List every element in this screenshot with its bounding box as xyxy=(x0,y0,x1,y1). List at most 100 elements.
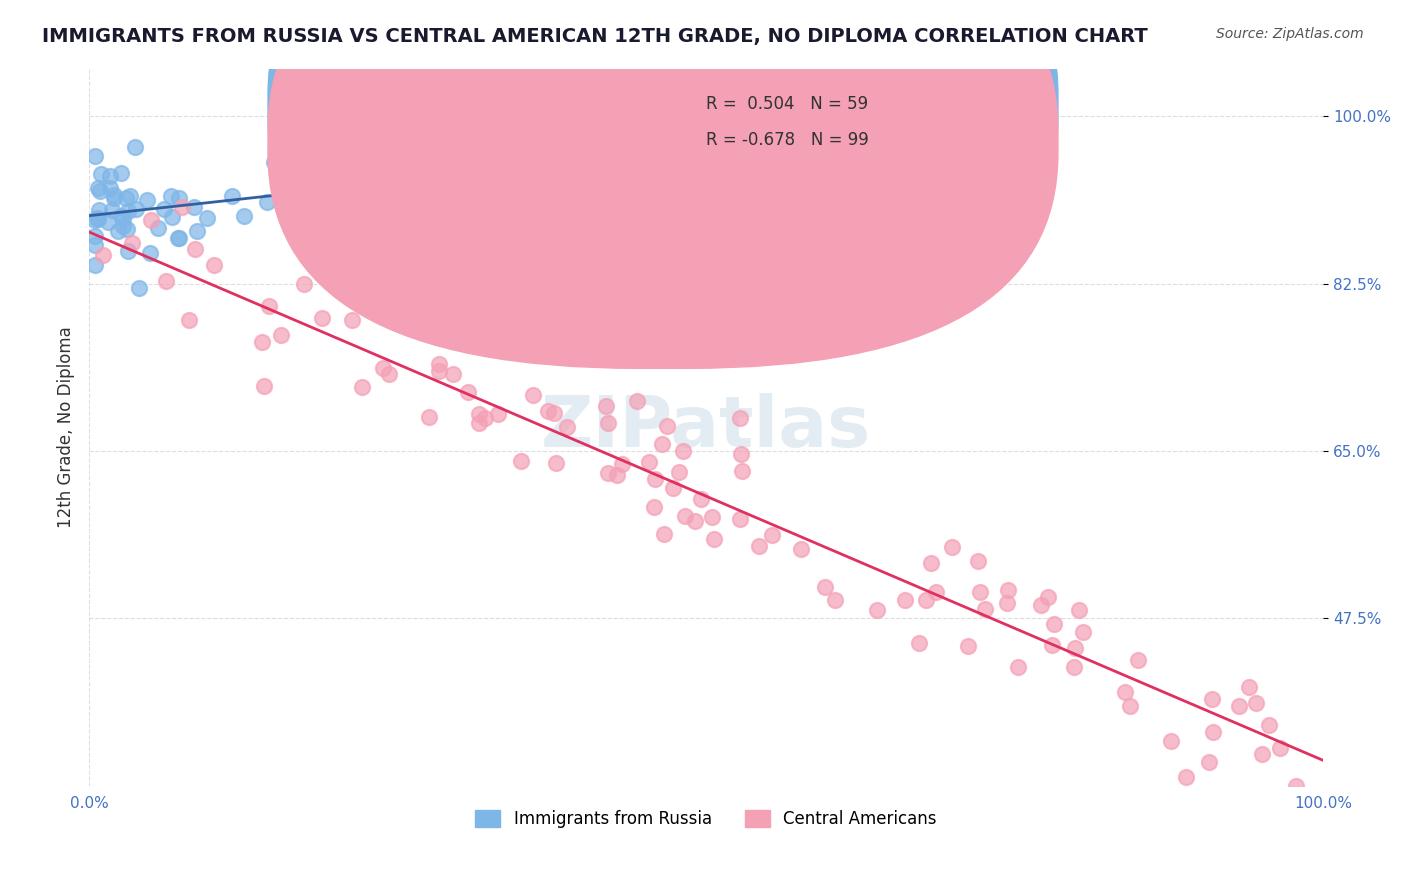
Point xyxy=(1237,680,1260,694)
Point xyxy=(730,410,752,425)
Point xyxy=(790,542,813,557)
Point xyxy=(110,209,132,223)
Y-axis label: 12th Grade, No Diploma: 12th Grade, No Diploma xyxy=(58,326,75,528)
Point xyxy=(1029,598,1052,612)
Point xyxy=(1114,685,1136,699)
Point xyxy=(89,184,111,198)
Point xyxy=(941,540,963,554)
Point xyxy=(115,191,138,205)
Point xyxy=(167,231,190,245)
Point xyxy=(1201,692,1223,706)
Text: ZIPatlas: ZIPatlas xyxy=(541,392,872,462)
Point xyxy=(281,135,304,149)
Point xyxy=(270,328,292,343)
Point xyxy=(920,556,942,570)
Point xyxy=(87,180,110,194)
Point xyxy=(253,379,276,393)
Point xyxy=(824,592,846,607)
Point xyxy=(1270,741,1292,756)
Point xyxy=(427,364,450,378)
Point xyxy=(1198,755,1220,769)
Point xyxy=(250,334,273,349)
Point xyxy=(349,184,371,198)
Point xyxy=(91,248,114,262)
Point xyxy=(377,368,399,382)
Point xyxy=(537,404,560,418)
Point xyxy=(644,472,666,486)
Point xyxy=(111,219,134,234)
Point xyxy=(101,202,124,217)
Point xyxy=(221,189,243,203)
Point xyxy=(449,164,471,178)
Point xyxy=(117,244,139,258)
Point xyxy=(638,455,661,469)
Point xyxy=(673,509,696,524)
Point xyxy=(612,458,634,472)
Point xyxy=(107,224,129,238)
Point xyxy=(662,481,685,495)
Point xyxy=(124,140,146,154)
Point xyxy=(652,527,675,541)
Point xyxy=(703,533,725,547)
Text: R =  0.504   N = 59: R = 0.504 N = 59 xyxy=(706,95,869,113)
Point xyxy=(598,466,620,480)
Point xyxy=(97,215,120,229)
Point xyxy=(84,238,107,252)
Point xyxy=(546,456,568,470)
Point xyxy=(110,166,132,180)
Point xyxy=(183,243,205,257)
Point xyxy=(486,407,509,421)
Point xyxy=(90,167,112,181)
Point xyxy=(186,224,208,238)
Point xyxy=(112,211,135,226)
Point xyxy=(84,229,107,244)
Point xyxy=(87,212,110,227)
Point xyxy=(865,603,887,617)
Point xyxy=(271,200,294,214)
Point xyxy=(543,406,565,420)
Point xyxy=(995,596,1018,610)
Point xyxy=(997,582,1019,597)
Point xyxy=(125,202,148,216)
Point xyxy=(702,510,724,524)
Point xyxy=(84,213,107,227)
Point xyxy=(974,601,997,615)
Point xyxy=(257,299,280,313)
Point xyxy=(84,149,107,163)
Point xyxy=(467,408,489,422)
Text: Source: ZipAtlas.com: Source: ZipAtlas.com xyxy=(1216,27,1364,41)
Point xyxy=(263,155,285,169)
Point xyxy=(571,109,593,123)
Point xyxy=(655,419,678,434)
Point xyxy=(626,393,648,408)
Point xyxy=(1160,734,1182,748)
Point xyxy=(893,592,915,607)
Point xyxy=(135,194,157,208)
Point xyxy=(1064,640,1087,655)
Point xyxy=(1007,660,1029,674)
Point xyxy=(643,500,665,515)
Point xyxy=(925,585,948,599)
Point xyxy=(855,109,877,123)
Point xyxy=(1063,660,1085,674)
Point xyxy=(690,491,713,506)
Point xyxy=(510,142,533,156)
Point xyxy=(387,215,409,229)
Point xyxy=(120,189,142,203)
Point xyxy=(672,443,695,458)
Point xyxy=(146,221,169,235)
FancyBboxPatch shape xyxy=(269,0,1057,368)
Point xyxy=(183,200,205,214)
Point xyxy=(86,211,108,225)
Point xyxy=(1227,698,1250,713)
Point xyxy=(128,281,150,295)
Point xyxy=(468,416,491,430)
Point xyxy=(1285,779,1308,793)
Point xyxy=(103,191,125,205)
Point xyxy=(340,312,363,326)
Point xyxy=(915,593,938,607)
Point xyxy=(457,384,479,399)
Point xyxy=(98,180,121,194)
Point xyxy=(1038,590,1060,604)
Point xyxy=(117,221,139,235)
